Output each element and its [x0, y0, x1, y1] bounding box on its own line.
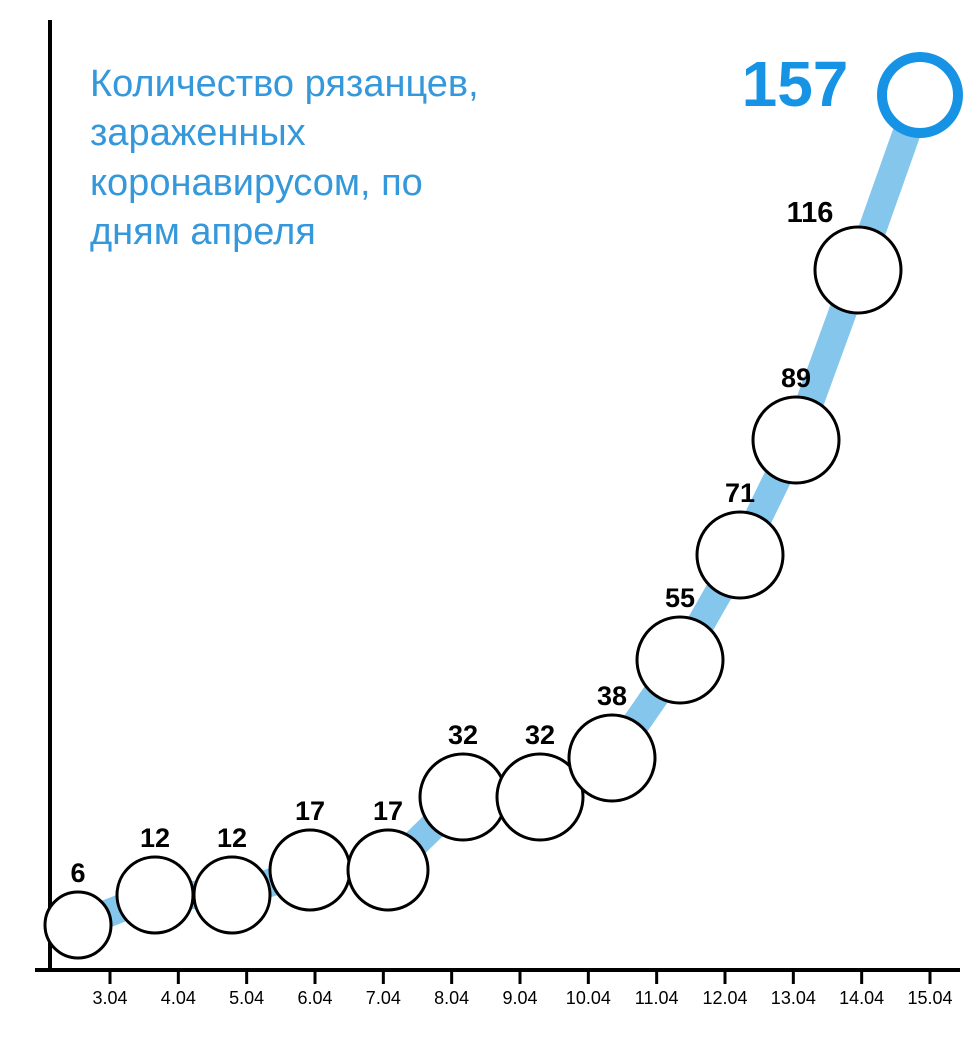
x-tick-label: 3.04 — [92, 988, 127, 1009]
x-tick-label: 9.04 — [502, 988, 537, 1009]
data-point-label: 71 — [725, 478, 755, 509]
data-point-label: 12 — [140, 823, 170, 854]
data-point-label: 38 — [597, 681, 627, 712]
data-point-label: 55 — [665, 583, 695, 614]
x-tick-label: 6.04 — [297, 988, 332, 1009]
data-point-label: 157 — [742, 47, 849, 121]
x-tick-label: 15.04 — [907, 988, 952, 1009]
x-tick-label: 8.04 — [434, 988, 469, 1009]
data-point-label: 116 — [787, 197, 834, 230]
data-point-label: 17 — [295, 796, 325, 827]
data-point-label: 6 — [70, 858, 85, 889]
x-tick-label: 5.04 — [229, 988, 264, 1009]
x-tick-label: 11.04 — [635, 988, 679, 1009]
chart-title: Количество рязанцев, зараженных коронави… — [90, 60, 510, 258]
data-point-label: 17 — [373, 796, 403, 827]
data-point-label: 12 — [217, 823, 247, 854]
x-tick-label: 10.04 — [566, 988, 611, 1009]
data-point-label: 32 — [525, 720, 555, 751]
x-tick-label: 12.04 — [702, 988, 747, 1009]
x-tick-label: 13.04 — [771, 988, 816, 1009]
data-point-label: 32 — [448, 720, 478, 751]
x-tick-label: 4.04 — [161, 988, 196, 1009]
x-tick-label: 7.04 — [366, 988, 401, 1009]
x-tick-label: 14.04 — [839, 988, 884, 1009]
data-point-label: 89 — [781, 363, 811, 394]
chart-container: Количество рязанцев, зараженных коронави… — [0, 0, 980, 1040]
